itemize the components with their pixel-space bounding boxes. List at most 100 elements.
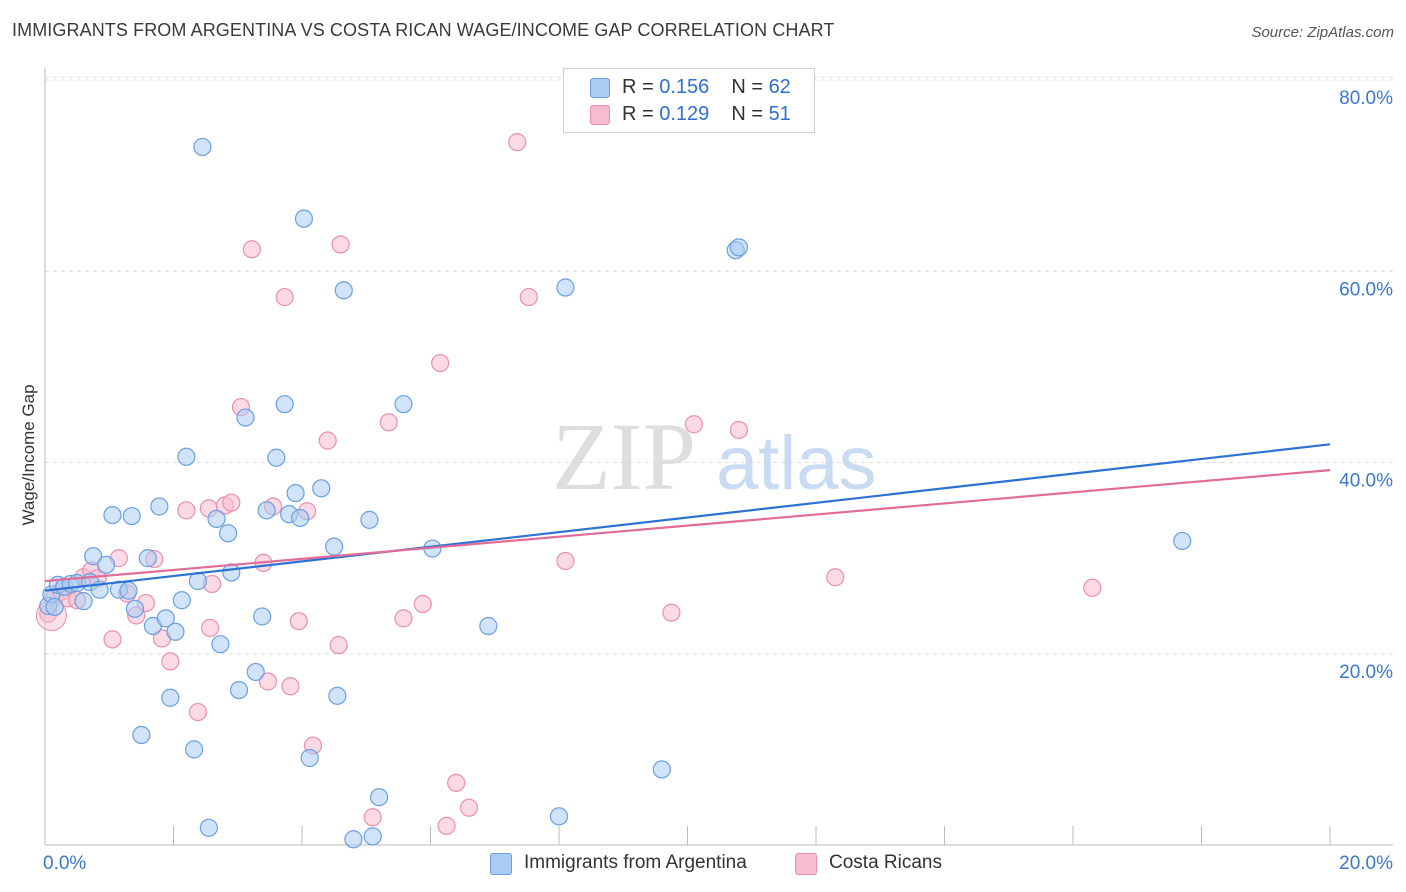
point-costa-rican bbox=[519, 287, 538, 307]
legend-r-value: 0.156 bbox=[659, 76, 710, 98]
point-argentina bbox=[236, 408, 255, 427]
legend-r-value: 0.129 bbox=[659, 103, 710, 125]
point-argentina bbox=[122, 506, 141, 526]
point-costa-rican bbox=[556, 551, 575, 571]
point-argentina bbox=[132, 725, 151, 745]
point-argentina bbox=[119, 581, 138, 600]
legend-n-label: N = bbox=[731, 76, 769, 98]
point-argentina bbox=[96, 555, 116, 574]
legend-box: R = 0.156 N = 62 R = 0.129 N = 51 bbox=[563, 68, 815, 133]
point-argentina bbox=[479, 616, 498, 636]
point-argentina bbox=[188, 571, 208, 591]
point-costa-rican bbox=[437, 816, 456, 835]
x-tick-label-max: 20.0% bbox=[1339, 853, 1393, 874]
point-costa-rican bbox=[289, 612, 308, 631]
point-argentina bbox=[253, 607, 272, 626]
point-argentina bbox=[549, 807, 569, 826]
x-tick-label-min: 0.0% bbox=[43, 853, 86, 874]
legend-n-label: N = bbox=[731, 103, 769, 125]
point-argentina bbox=[363, 827, 382, 846]
legend-n-value: 51 bbox=[768, 103, 791, 125]
point-argentina bbox=[729, 238, 749, 257]
point-argentina bbox=[166, 622, 185, 641]
bottom-legend-swatch-blue bbox=[490, 853, 512, 875]
trend-line-costa-ricans bbox=[44, 469, 1331, 583]
legend-n-value: 62 bbox=[768, 76, 791, 98]
point-argentina bbox=[294, 209, 314, 228]
bottom-legend-label-costa-ricans: Costa Ricans bbox=[829, 852, 942, 873]
point-argentina bbox=[286, 484, 305, 503]
x-ticks bbox=[173, 826, 1331, 845]
point-argentina bbox=[267, 448, 286, 467]
axes bbox=[44, 68, 1393, 846]
point-argentina bbox=[74, 592, 93, 611]
point-argentina bbox=[172, 591, 191, 610]
point-argentina bbox=[360, 510, 379, 529]
point-argentina bbox=[300, 748, 319, 768]
point-costa-rican bbox=[826, 568, 845, 587]
point-costa-rican bbox=[379, 413, 398, 432]
point-costa-rican bbox=[222, 493, 241, 512]
point-costa-rican bbox=[177, 501, 196, 520]
point-costa-rican bbox=[331, 235, 350, 254]
point-argentina bbox=[344, 830, 363, 849]
point-costa-rican bbox=[363, 808, 382, 827]
point-argentina bbox=[177, 447, 196, 466]
legend-r-label: R = bbox=[622, 103, 660, 125]
point-costa-rican bbox=[188, 702, 208, 722]
point-costa-rican bbox=[413, 594, 432, 614]
point-costa-rican bbox=[447, 773, 466, 792]
point-argentina bbox=[652, 760, 671, 779]
point-argentina bbox=[193, 137, 212, 157]
y-tick-label: 40.0% bbox=[1339, 471, 1393, 492]
point-argentina bbox=[290, 508, 310, 528]
point-costa-rican bbox=[242, 240, 261, 259]
y-tick-label: 20.0% bbox=[1339, 662, 1393, 683]
legend-stats-costa-ricans: R = 0.129 N = 51 bbox=[622, 103, 791, 126]
watermark: ZIP atlas bbox=[552, 403, 877, 510]
point-costa-rican bbox=[258, 672, 278, 691]
legend-r-label: R = bbox=[622, 76, 660, 98]
point-argentina bbox=[328, 686, 347, 705]
point-argentina bbox=[138, 549, 157, 568]
point-argentina bbox=[556, 278, 575, 297]
point-costa-rican bbox=[431, 353, 450, 373]
trend-lines bbox=[44, 443, 1331, 592]
watermark-zip: ZIP bbox=[552, 403, 696, 510]
source-label: Source: ZipAtlas.com bbox=[1251, 24, 1394, 41]
point-argentina bbox=[125, 599, 145, 618]
point-costa-rican bbox=[329, 636, 348, 655]
point-argentina bbox=[45, 597, 64, 616]
point-costa-rican bbox=[1083, 578, 1102, 597]
point-costa-rican bbox=[318, 431, 337, 450]
point-argentina bbox=[370, 788, 389, 807]
point-argentina bbox=[150, 497, 169, 516]
legend-stats-argentina: R = 0.156 N = 62 bbox=[622, 76, 791, 99]
series-costa-ricans-points bbox=[35, 133, 1102, 835]
point-costa-rican bbox=[394, 609, 413, 628]
chart-title: IMMIGRANTS FROM ARGENTINA VS COSTA RICAN… bbox=[12, 20, 835, 40]
series-argentina-points bbox=[39, 137, 1192, 849]
trend-line-argentina bbox=[44, 443, 1331, 592]
point-costa-rican bbox=[684, 415, 704, 434]
y-axis-label: Wage/Income Gap bbox=[19, 384, 38, 525]
y-tick-label: 60.0% bbox=[1339, 279, 1393, 300]
point-costa-rican bbox=[508, 133, 527, 152]
point-costa-rican bbox=[459, 798, 479, 817]
point-argentina bbox=[246, 662, 265, 682]
bottom-legend-label-argentina: Immigrants from Argentina bbox=[524, 852, 747, 873]
point-costa-rican bbox=[662, 603, 681, 622]
legend-swatch-pink bbox=[590, 105, 610, 125]
point-argentina bbox=[325, 537, 344, 556]
point-argentina bbox=[156, 609, 175, 628]
legend-swatch-blue bbox=[590, 78, 610, 98]
point-argentina bbox=[161, 688, 180, 707]
point-argentina bbox=[394, 395, 413, 414]
bottom-legend-swatch-pink bbox=[795, 853, 817, 875]
point-costa-rican bbox=[275, 287, 294, 307]
point-argentina bbox=[211, 635, 230, 654]
point-costa-rican bbox=[103, 630, 122, 649]
point-argentina bbox=[103, 505, 122, 525]
point-argentina bbox=[84, 547, 103, 566]
